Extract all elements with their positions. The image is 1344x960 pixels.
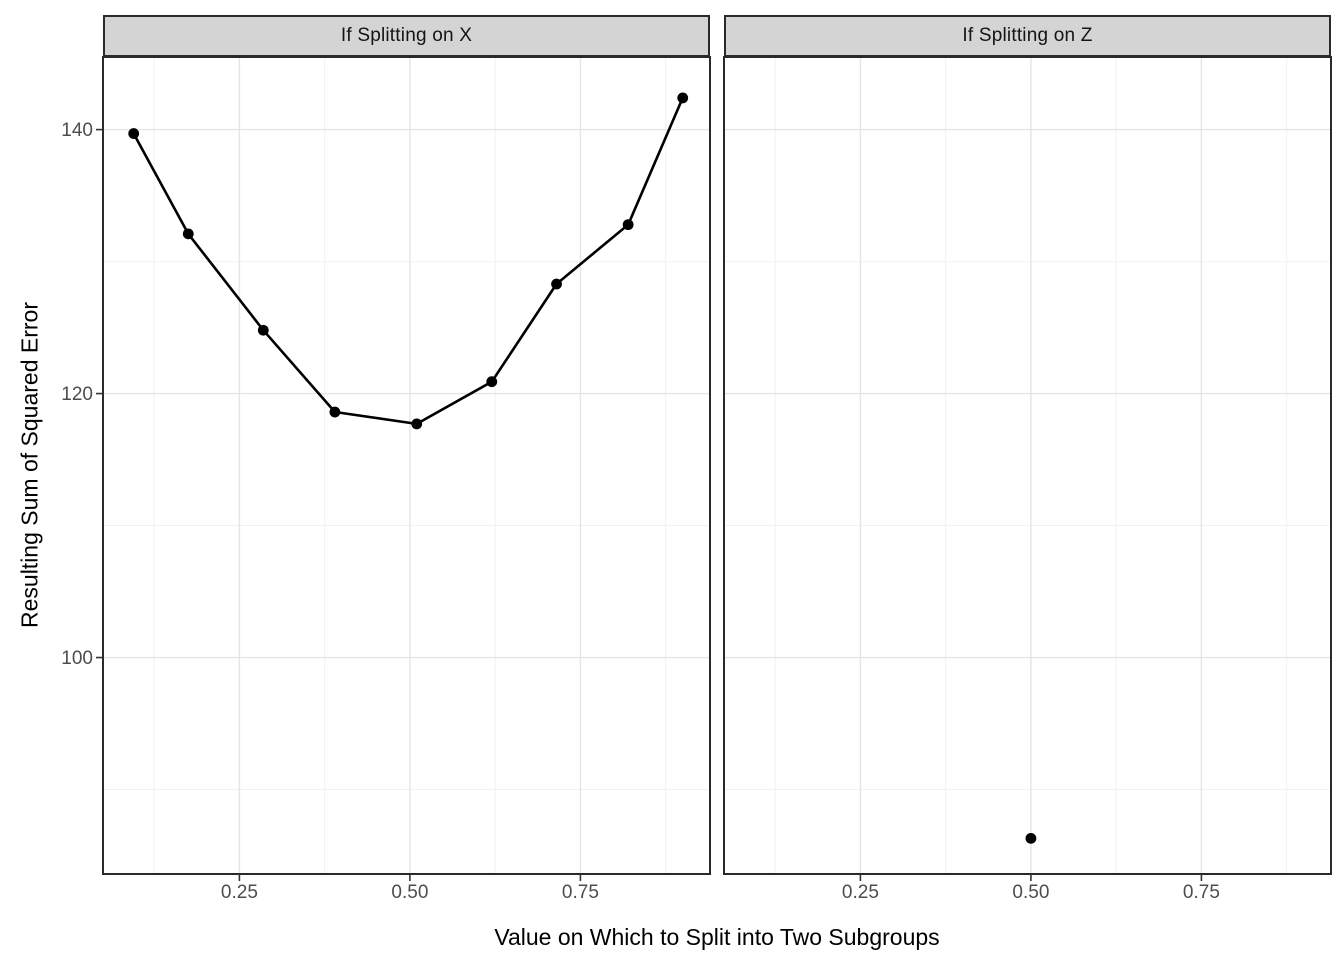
facet-panel-1: 0.25 0.50 0.75: [723, 56, 1332, 903]
facet-strip-x: If Splitting on X: [103, 15, 710, 57]
x-axis-tick-label: 0.50: [1012, 882, 1049, 903]
data-point: [677, 92, 689, 104]
data-point: [128, 128, 140, 139]
x-axis-tick-label: 0.75: [1183, 882, 1220, 903]
y-axis-tick-label: 120: [61, 384, 93, 405]
data-point: [182, 228, 194, 240]
data-point: [257, 324, 269, 336]
y-axis-title: Resulting Sum of Squared Error: [16, 302, 43, 628]
data-point: [1025, 832, 1037, 844]
x-axis-tick-label: 0.50: [391, 882, 428, 903]
data-point: [486, 376, 498, 388]
panel-background: [724, 57, 1331, 874]
x-axis-title: Value on Which to Split into Two Subgrou…: [494, 924, 940, 950]
facet-strip-z: If Splitting on Z: [724, 15, 1331, 57]
facet-panel-0: 0.25 0.50 0.75 100 120 140: [61, 56, 711, 903]
x-axis-tick-label: 0.75: [562, 882, 599, 903]
x-axis-tick-label: 0.25: [221, 882, 258, 903]
data-point: [411, 418, 423, 430]
data-point: [329, 406, 341, 418]
y-axis-tick-label: 140: [61, 120, 93, 141]
panel-border: [102, 56, 711, 875]
x-axis-tick-label: 0.25: [842, 882, 879, 903]
facet-strip-z-label: If Splitting on Z: [962, 25, 1093, 46]
data-point: [551, 278, 562, 290]
panel-border: [723, 56, 1332, 875]
y-axis-tick-label: 100: [61, 648, 93, 669]
data-point: [622, 219, 634, 231]
panel-background: [103, 57, 710, 874]
facet-strip-x-label: If Splitting on X: [340, 25, 473, 46]
